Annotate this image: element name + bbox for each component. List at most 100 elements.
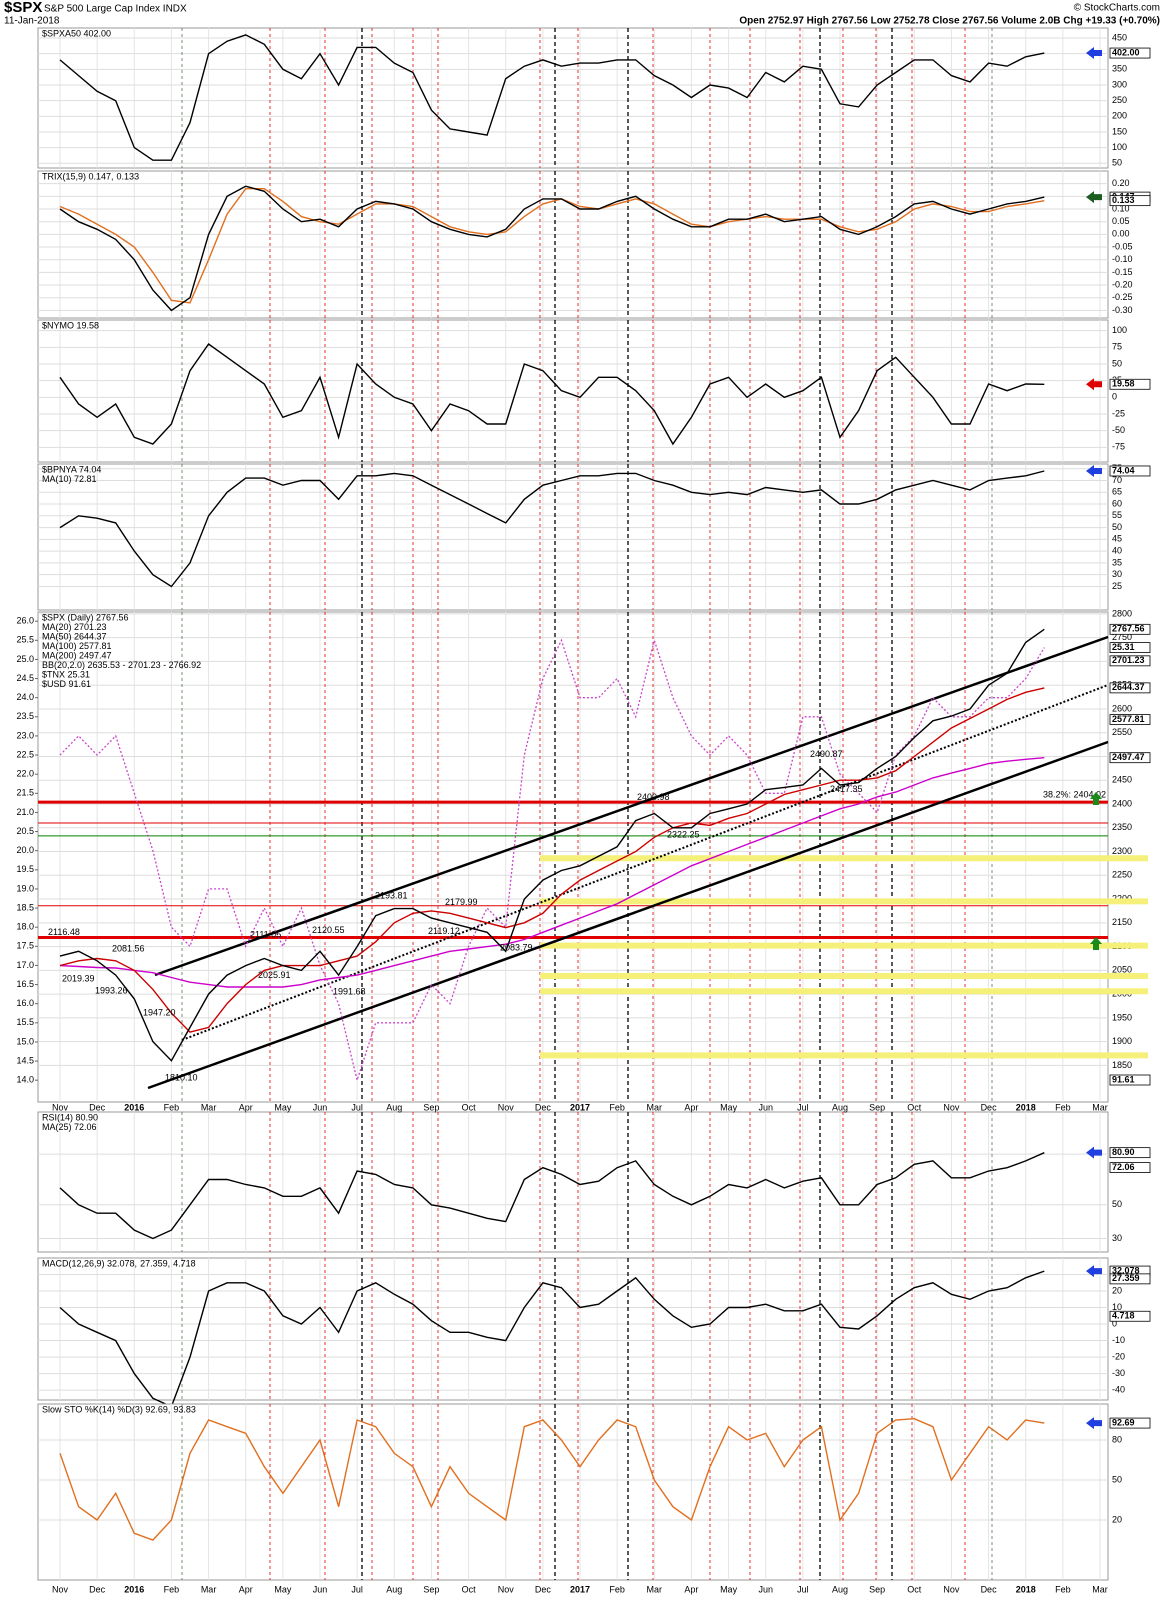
value-tag-label: 402.00 xyxy=(1112,47,1140,57)
y2-tick-label: 25.5 xyxy=(16,635,34,645)
y-tick-label: -75 xyxy=(1112,442,1125,452)
y-tick-label: 2300 xyxy=(1112,846,1132,856)
price-annotation: 1991.68 xyxy=(333,986,366,996)
quote: Open 2752.97 High 2767.56 Low 2752.78 Cl… xyxy=(739,16,1160,27)
x-tick-label: Nov xyxy=(498,1102,515,1112)
x-tick-label: Nov xyxy=(52,1102,69,1112)
y-tick-label: 2450 xyxy=(1112,775,1132,785)
x-tick-label: Mar xyxy=(201,1584,217,1594)
legend-entry: $USD 91.61 xyxy=(42,679,91,689)
y-tick-label: 2750 xyxy=(1112,632,1132,642)
x-tick-label: Apr xyxy=(684,1584,698,1594)
channel-line xyxy=(181,684,1109,1041)
y-tick-label: 40 xyxy=(1112,546,1122,556)
x-tick-label: Mar xyxy=(201,1102,217,1112)
y-tick-label: 300 xyxy=(1112,79,1127,89)
price-annotation: 2083.79 xyxy=(500,943,533,953)
y-tick-label: 0 xyxy=(1112,392,1117,402)
x-tick-label: Sep xyxy=(423,1584,439,1594)
x-tick-label: Dec xyxy=(89,1102,106,1112)
y-tick-label: 50 xyxy=(1112,1199,1122,1209)
y2-tick-label: 24.5 xyxy=(16,673,34,683)
x-tick-label: Mar xyxy=(1092,1584,1108,1594)
y-tick-label: 20 xyxy=(1112,1285,1122,1295)
x-tick-label: Oct xyxy=(907,1102,922,1112)
y-tick-label: 0.05 xyxy=(1112,216,1130,226)
y-tick-label: 30 xyxy=(1112,1233,1122,1243)
panel-frame xyxy=(37,1257,1109,1401)
value-tag-label: 2644.37 xyxy=(1112,682,1145,692)
y2-tick-label: 23.5 xyxy=(16,711,34,721)
x-tick-label: Oct xyxy=(907,1584,922,1594)
series-line xyxy=(59,1270,1045,1408)
value-tag xyxy=(1109,623,1151,635)
y-tick-label: -0.20 xyxy=(1112,279,1133,289)
series-line xyxy=(59,185,1045,312)
x-tick-label: Feb xyxy=(609,1584,625,1594)
series-line xyxy=(59,757,1045,988)
y-tick-label: 35 xyxy=(1112,557,1122,567)
panel-frame xyxy=(37,170,1109,319)
price-annotation: 2111.05 xyxy=(250,930,281,940)
y2-tick-label: 16.0 xyxy=(16,998,34,1008)
y-tick-label: -30 xyxy=(1112,1368,1125,1378)
series-line xyxy=(59,188,1045,304)
legend-entry: MACD(12,26,9) 32.078, xyxy=(42,1258,137,1268)
signal-arrow xyxy=(1086,191,1102,204)
y-tick-label: -40 xyxy=(1112,1384,1125,1394)
y2-tick-label: 15.5 xyxy=(16,1017,34,1027)
price-annotation: 2119.12 xyxy=(428,926,460,936)
x-tick-label: Feb xyxy=(609,1102,625,1112)
legend-entry: MA(50) 2644.37 xyxy=(42,631,107,641)
y2-tick-label: 18.5 xyxy=(16,902,34,912)
y-tick-label: 1900 xyxy=(1112,1036,1132,1046)
x-tick-label: Dec xyxy=(89,1584,106,1594)
legend-entry: $SPXA50 402.00 xyxy=(42,28,111,38)
channel-line xyxy=(147,740,1109,1090)
y2-tick-label: 23.0 xyxy=(16,730,34,740)
y-tick-label: 100 xyxy=(1112,325,1127,335)
signal-arrow xyxy=(1086,1417,1102,1430)
y-tick-label: 45 xyxy=(1112,534,1122,544)
y-tick-label: 50 xyxy=(1112,358,1122,368)
x-tick-label: Apr xyxy=(239,1584,253,1594)
x-tick-label: Aug xyxy=(386,1102,402,1112)
x-tick-label: Mar xyxy=(1092,1102,1108,1112)
y2-tick-label: 17.0 xyxy=(16,960,34,970)
signal-arrow xyxy=(1086,464,1102,477)
y-tick-label: 50 xyxy=(1112,1474,1122,1484)
y-tick-label: 1850 xyxy=(1112,1060,1132,1070)
y-tick-label: -0.10 xyxy=(1112,254,1133,264)
y-tick-label: 100 xyxy=(1112,142,1127,152)
series-line xyxy=(59,343,1045,446)
y-tick-label: 80 xyxy=(1112,1434,1122,1444)
value-tag xyxy=(1109,752,1151,764)
y-tick-label: -10 xyxy=(1112,1335,1125,1345)
value-tag xyxy=(1109,714,1151,725)
y-tick-label: 55 xyxy=(1112,510,1122,520)
x-tick-label: Jun xyxy=(313,1102,328,1112)
price-annotation: 2019.39 xyxy=(62,973,95,983)
value-tag xyxy=(1109,1417,1151,1429)
series-line xyxy=(59,1152,1045,1240)
y2-tick-label: 25.0 xyxy=(16,654,34,664)
x-tick-label: Mar xyxy=(647,1584,663,1594)
value-tag xyxy=(1109,47,1151,59)
x-tick-label: Oct xyxy=(462,1102,477,1112)
legend-entry: MA(100) 2577.81 xyxy=(42,641,112,651)
x-tick-label: Feb xyxy=(1055,1102,1071,1112)
y-tick-label: 25 xyxy=(1112,581,1122,591)
y2-tick-label: 21.5 xyxy=(16,788,34,798)
panel-frame xyxy=(37,1111,1109,1253)
y-tick-label: -25 xyxy=(1112,408,1125,418)
y-tick-label: 2250 xyxy=(1112,870,1132,880)
y-tick-label: 0.10 xyxy=(1112,203,1130,213)
value-tag xyxy=(1109,655,1151,667)
y-tick-label: 1950 xyxy=(1112,1012,1132,1022)
y-tick-label: -0.05 xyxy=(1112,241,1133,251)
y-tick-label: -0.25 xyxy=(1112,292,1133,302)
legend-entry: MA(10) 72.81 xyxy=(42,474,97,484)
y-tick-label: 50 xyxy=(1112,158,1122,168)
date: 11-Jan-2018 xyxy=(4,16,60,27)
